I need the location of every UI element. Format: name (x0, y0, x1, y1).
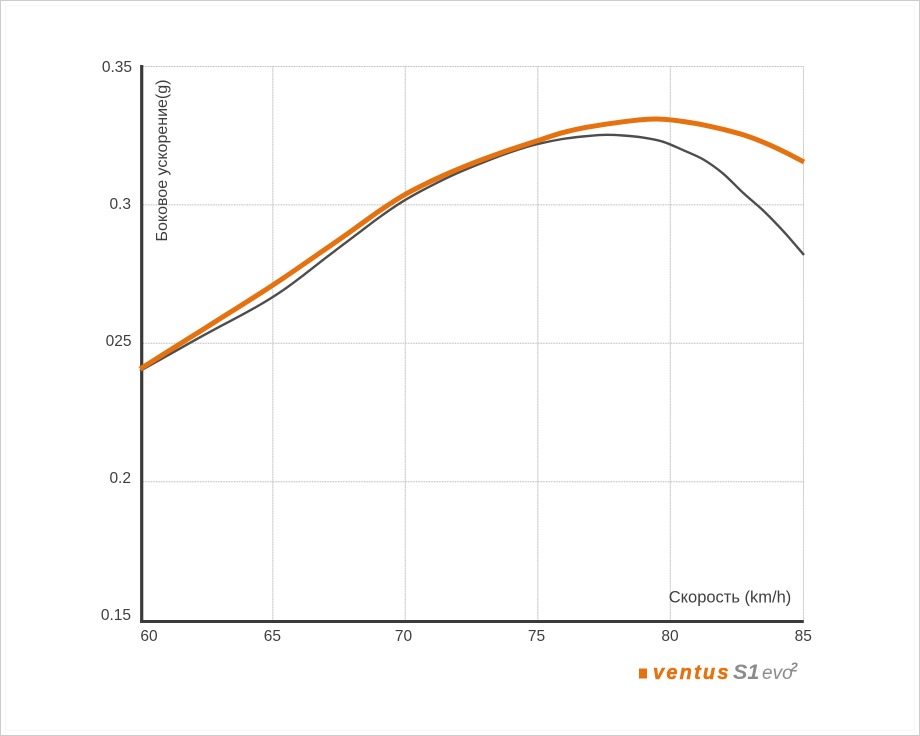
svg-text:0.35: 0.35 (102, 59, 132, 76)
svg-text:70: 70 (395, 628, 413, 645)
svg-text:65: 65 (264, 628, 281, 645)
svg-text:Скорость (km/h): Скорость (km/h) (669, 589, 792, 607)
svg-text:2: 2 (790, 660, 799, 675)
svg-text:0.15: 0.15 (101, 607, 131, 624)
svg-text:S1: S1 (733, 660, 759, 684)
svg-text:evo: evo (762, 663, 793, 684)
svg-text:75: 75 (528, 628, 545, 645)
svg-text:85: 85 (795, 628, 812, 645)
svg-text:80: 80 (661, 628, 679, 645)
svg-text:60: 60 (140, 628, 158, 645)
svg-text:0.3: 0.3 (109, 196, 131, 213)
svg-text:0.2: 0.2 (109, 470, 131, 487)
svg-text:ventus: ventus (653, 662, 731, 684)
svg-text:025: 025 (106, 333, 132, 350)
svg-text:Боковое ускорение(g): Боковое ускорение(g) (154, 80, 171, 242)
